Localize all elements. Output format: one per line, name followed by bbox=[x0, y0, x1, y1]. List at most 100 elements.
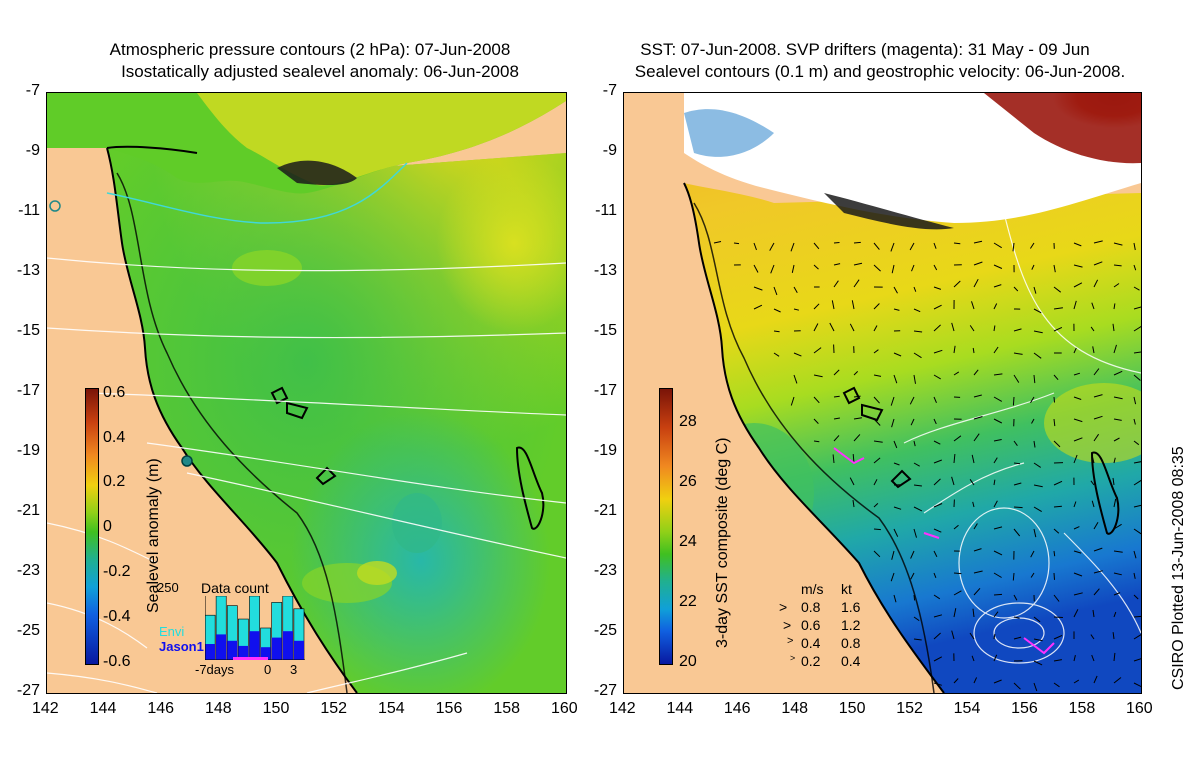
sst-map[interactable]: 28 26 24 22 20 3-day SST composite (deg … bbox=[624, 93, 1141, 693]
sealevel-anomaly-plot bbox=[47, 93, 566, 693]
inset-bar-jason bbox=[238, 645, 249, 660]
velocity-arrow bbox=[1073, 526, 1080, 530]
inset-bar-envi bbox=[215, 596, 227, 660]
right-title-line2: Sealevel contours (0.1 m) and geostrophi… bbox=[634, 62, 1126, 81]
velocity-arrow bbox=[913, 440, 916, 447]
speed-legend-kt-1: 1.6 bbox=[841, 599, 861, 615]
velocity-arrow bbox=[971, 301, 975, 310]
lat-tick-label: -21 bbox=[16, 502, 40, 519]
inset-bar-envi bbox=[226, 605, 238, 660]
velocity-arrow bbox=[891, 264, 895, 274]
velocity-arrow bbox=[891, 550, 895, 560]
velocity-arrow bbox=[993, 373, 1003, 376]
lat-tick-label: -13 bbox=[16, 262, 40, 279]
lon-tick-label: 152 bbox=[320, 700, 348, 717]
velocity-arrow bbox=[909, 242, 915, 251]
velocity-arrow bbox=[993, 346, 999, 354]
velocity-arrow bbox=[1073, 242, 1082, 247]
velocity-arrow bbox=[853, 241, 861, 244]
velocity-arrow bbox=[933, 528, 942, 533]
velocity-arrow bbox=[1013, 682, 1021, 690]
velocity-arrow bbox=[1033, 374, 1036, 384]
velocity-arrow bbox=[933, 324, 941, 332]
lon-tick-label: 152 bbox=[896, 700, 923, 717]
velocity-arrow bbox=[1133, 634, 1141, 640]
velocity-arrow bbox=[790, 396, 795, 406]
velocity-arrow bbox=[890, 572, 895, 582]
velocity-arrow bbox=[1053, 594, 1060, 602]
velocity-arrow bbox=[873, 325, 878, 332]
left-coastline bbox=[106, 145, 358, 693]
velocity-arrow bbox=[833, 369, 840, 376]
velocity-arrow bbox=[993, 572, 1002, 578]
velocity-arrow bbox=[1091, 302, 1095, 310]
inset-bar-envi bbox=[205, 614, 216, 660]
velocity-arrow bbox=[933, 304, 942, 310]
velocity-arrow bbox=[1013, 440, 1018, 446]
velocity-arrow bbox=[1113, 264, 1122, 267]
velocity-arrow bbox=[1073, 592, 1083, 596]
velocity-arrow bbox=[1133, 374, 1141, 381]
velocity-arrow bbox=[890, 396, 895, 406]
left-island-ribbon bbox=[277, 160, 357, 186]
sealevel-colorbar-tick-0: 0.6 bbox=[103, 384, 126, 401]
lon-tick-label: 142 bbox=[32, 700, 59, 717]
velocity-arrow bbox=[1013, 462, 1021, 465]
lat-tick-label: -7 bbox=[25, 82, 40, 99]
velocity-arrow bbox=[713, 241, 722, 244]
cloud-fringe-blue bbox=[684, 109, 774, 157]
velocity-arrow bbox=[1013, 482, 1022, 486]
lat-tick-label: -17 bbox=[16, 382, 40, 399]
velocity-arrow bbox=[933, 242, 937, 249]
lon-tick-label: 150 bbox=[262, 700, 290, 717]
velocity-arrow bbox=[851, 300, 855, 310]
velocity-arrow bbox=[1113, 457, 1116, 464]
velocity-arrow bbox=[753, 264, 759, 273]
velocity-arrow bbox=[853, 395, 861, 398]
velocity-arrow bbox=[813, 264, 819, 270]
speed-legend-ms-2: 0.6 bbox=[801, 617, 821, 633]
velocity-arrow bbox=[1033, 484, 1043, 488]
velocity-arrow bbox=[773, 352, 780, 357]
velocity-arrow bbox=[1053, 480, 1063, 486]
velocity-arrow bbox=[833, 395, 840, 398]
velocity-arrow bbox=[953, 590, 962, 596]
velocity-arrow bbox=[993, 500, 998, 508]
velocity-arrow bbox=[813, 323, 819, 332]
velocity-arrow bbox=[1090, 326, 1095, 332]
lat-tick-label: -23 bbox=[16, 562, 40, 579]
velocity-arrow bbox=[1093, 394, 1103, 398]
velocity-arrow bbox=[1112, 323, 1115, 332]
velocity-arrow bbox=[913, 638, 922, 641]
velocity-arrow bbox=[933, 656, 943, 662]
velocity-arrow bbox=[1073, 550, 1082, 554]
velocity-arrow bbox=[1133, 572, 1136, 579]
velocity-arrow bbox=[1133, 306, 1141, 310]
lon-tick-label: 148 bbox=[781, 700, 809, 717]
velocity-arrow bbox=[1091, 500, 1095, 508]
velocity-arrow bbox=[1092, 609, 1095, 618]
sst-colorbar-tick-0: 28 bbox=[679, 413, 697, 430]
velocity-arrow bbox=[793, 286, 798, 294]
geostrophic-velocity-arrows bbox=[713, 240, 1141, 692]
inset-bar-envi bbox=[260, 627, 271, 660]
sealevel-anomaly-map[interactable]: 0.6 0.4 0.2 0 -0.2 -0.4 -0.6 Sealevel an… bbox=[47, 93, 566, 693]
velocity-arrow bbox=[873, 440, 883, 443]
velocity-arrow bbox=[1133, 286, 1140, 291]
velocity-arrow bbox=[873, 550, 881, 558]
velocity-arrow bbox=[993, 633, 996, 640]
velocity-arrow bbox=[813, 242, 820, 250]
velocity-arrow bbox=[1113, 344, 1117, 354]
velocity-arrow bbox=[753, 242, 757, 251]
velocity-arrow bbox=[1033, 308, 1042, 314]
velocity-arrow bbox=[1113, 437, 1120, 442]
velocity-arrow bbox=[951, 322, 955, 332]
velocity-arrow bbox=[833, 242, 840, 244]
velocity-arrow bbox=[1073, 300, 1077, 310]
velocity-arrow bbox=[973, 548, 982, 552]
velocity-arrow bbox=[1073, 282, 1083, 288]
velocity-arrow bbox=[953, 242, 961, 245]
velocity-arrow bbox=[933, 503, 943, 508]
lon-tick-label: 150 bbox=[838, 700, 866, 717]
velocity-arrow bbox=[973, 394, 982, 398]
